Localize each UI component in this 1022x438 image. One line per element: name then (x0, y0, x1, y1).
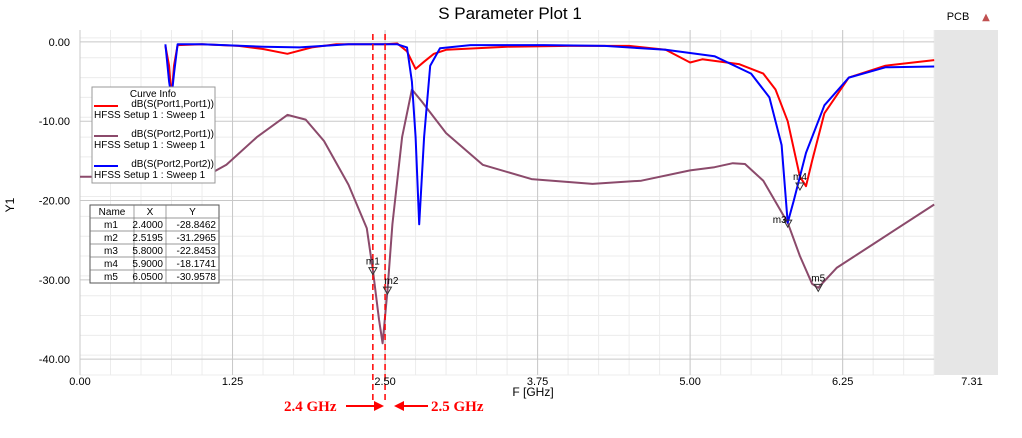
marker-triangle (782, 219, 793, 229)
reference-lines (372, 34, 386, 400)
x-axis-label: F [GHz] (512, 385, 553, 399)
legend-entry-sub: HFSS Setup 1 : Sweep 1 (94, 170, 206, 181)
table-cell: -30.9578 (177, 272, 217, 283)
legend-entry-name: dB(S(Port1,Port1)) (131, 99, 214, 110)
table-header: X (147, 207, 154, 218)
table-header: Y (189, 207, 196, 218)
marker-triangle (382, 286, 393, 296)
marker-label: m2 (384, 276, 398, 287)
x-tick-label: 3.75 (527, 376, 548, 388)
y-tick-labels: 0.00 -10.00 -20.00 -30.00 -40.00 (39, 37, 70, 366)
series-layer (80, 42, 935, 345)
y-tick-label: -20.00 (39, 196, 70, 208)
table-cell: 2.5195 (132, 233, 163, 244)
x-tick-label: 7.31 (961, 376, 982, 388)
table-cell: m5 (104, 272, 118, 283)
table-cell: 5.8000 (132, 246, 163, 257)
x-tick-label: 0.00 (69, 376, 90, 388)
series-line (164, 43, 935, 226)
table-cell: m2 (104, 233, 118, 244)
legend-entry-sub: HFSS Setup 1 : Sweep 1 (94, 140, 206, 151)
marker-triangle (813, 283, 824, 293)
y-tick-label: -40.00 (39, 354, 70, 366)
table-cell: 2.4000 (132, 220, 163, 231)
table-cell: -28.8462 (177, 220, 217, 231)
legend-entry-name: dB(S(Port2,Port1)) (131, 129, 214, 140)
legend[interactable]: Curve Info dB(S(Port1,Port1))HFSS Setup … (91, 86, 216, 184)
table-cell: m1 (104, 220, 118, 231)
y-axis-label: Y1 (3, 197, 17, 212)
table-cell: m4 (104, 259, 118, 270)
legend-entry-sub: HFSS Setup 1 : Sweep 1 (94, 110, 206, 121)
marker-label: m3 (773, 215, 787, 226)
table-cell: 6.0500 (132, 272, 163, 283)
marker-label: m5 (811, 273, 825, 284)
marker-triangle (367, 267, 378, 276)
table-cell: 5.9000 (132, 259, 163, 270)
legend-entry-name: dB(S(Port2,Port2)) (131, 159, 214, 170)
x-tick-labels: 0.00 1.25 2.50 3.75 5.00 6.25 7.31 (69, 376, 982, 388)
marker-label: m4 (793, 172, 807, 183)
markers-layer: m1 m2 m3 m4 m5 (366, 172, 826, 296)
table-cell: -18.1741 (177, 259, 217, 270)
x-tick-label: 5.00 (679, 376, 700, 388)
series-line (80, 88, 935, 345)
marker-table[interactable]: Name X Ym1 2.4000 -28.8462 m2 2.5195 -31.2965 m3… (89, 204, 220, 284)
legend-title: Curve Info (130, 89, 177, 100)
y-tick-label: 0.00 (49, 37, 70, 49)
table-cell: m3 (104, 246, 118, 257)
table-header: Name (99, 207, 126, 218)
annotation-left-label: 2.4 GHz (284, 399, 337, 415)
x-tick-label: 6.25 (832, 376, 853, 388)
marker-label: m1 (366, 257, 380, 268)
annotation-right-label: 2.5 GHz (431, 399, 484, 415)
band-annotation: 2.4 GHz 2.5 GHz (284, 399, 484, 415)
annotation-left-pointing-arrow-icon (394, 401, 404, 411)
y-tick-label: -30.00 (39, 275, 70, 287)
annotation-right-pointing-arrow-icon (374, 401, 384, 411)
x-tick-label: 1.25 (222, 376, 243, 388)
x-tick-label: 2.50 (374, 376, 395, 388)
chart-title: S Parameter Plot 1 (438, 4, 582, 23)
corner-label: PCB (947, 11, 970, 23)
table-cell: -22.8453 (177, 246, 217, 257)
table-cell: -31.2965 (177, 233, 217, 244)
marker-triangle (795, 182, 805, 192)
y-tick-label: -10.00 (39, 116, 70, 128)
collapse-arrow-icon[interactable]: ▲ (982, 12, 990, 23)
